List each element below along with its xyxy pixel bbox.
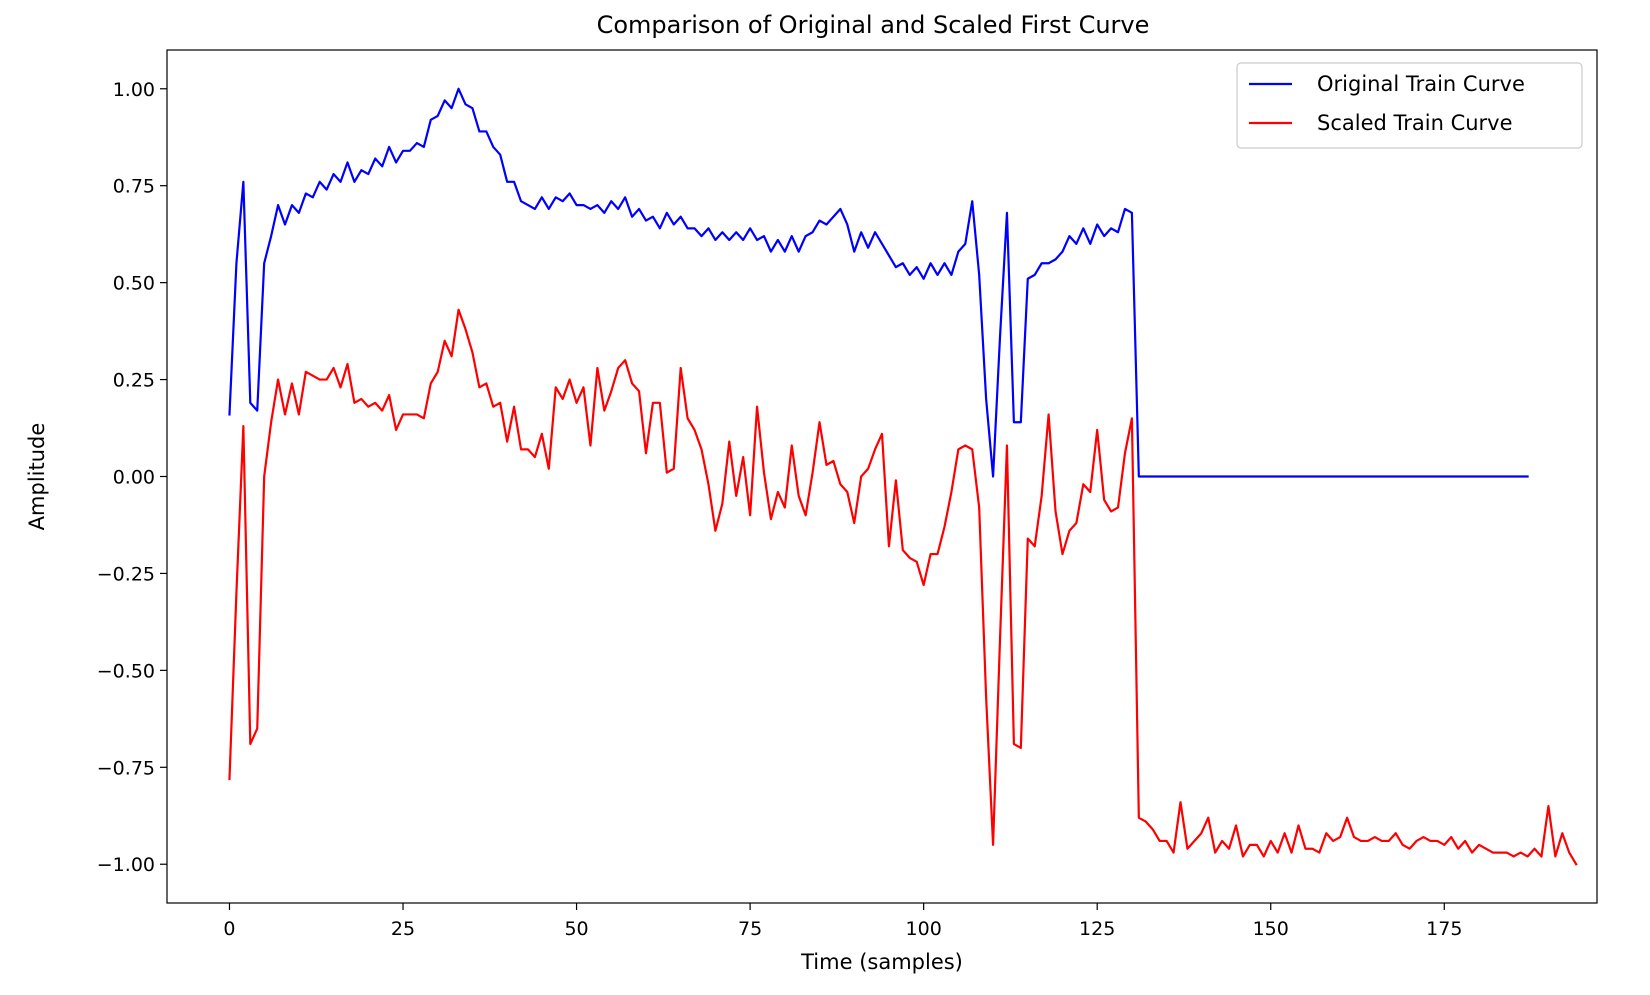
plot-series-group [228, 87, 1578, 866]
series-line-1 [228, 87, 1529, 478]
x-tick-label: 100 [906, 918, 942, 940]
y-axis: 1.00 0.75 0.50 0.25 0.00 −0.25 −0.50 −0.75 −1.00 [97, 79, 167, 876]
y-tick-label: −0.25 [97, 563, 155, 585]
chart-title: Comparison of Original and Scaled First … [597, 11, 1150, 39]
x-tick-label: 125 [1079, 918, 1115, 940]
legend-label: Original Train Curve [1317, 72, 1525, 96]
y-tick-label: 0.25 [113, 370, 155, 392]
legend: Original Train Curve Scaled Train Curve [1236, 62, 1583, 149]
x-axis: 0 25 50 75 100 125 150 175 [223, 903, 1462, 940]
x-tick-label: 75 [738, 918, 762, 940]
y-tick-label: 1.00 [113, 79, 155, 101]
y-tick-label: −0.75 [97, 757, 155, 779]
y-tick-label: 0.75 [113, 176, 155, 198]
x-tick-label: 25 [391, 918, 415, 940]
y-tick-label: −0.50 [97, 660, 155, 682]
series-line-2 [228, 308, 1578, 866]
x-tick-label: 0 [223, 918, 235, 940]
legend-box [1236, 62, 1583, 149]
x-axis-label: Time (samples) [800, 950, 963, 974]
y-tick-label: 0.00 [113, 467, 155, 489]
y-axis-label: Amplitude [25, 423, 49, 531]
x-tick-label: 175 [1426, 918, 1462, 940]
x-tick-label: 50 [564, 918, 588, 940]
y-tick-label: 0.50 [113, 273, 155, 295]
y-tick-label: −1.00 [97, 854, 155, 876]
x-tick-label: 150 [1253, 918, 1289, 940]
legend-label: Scaled Train Curve [1317, 111, 1513, 135]
